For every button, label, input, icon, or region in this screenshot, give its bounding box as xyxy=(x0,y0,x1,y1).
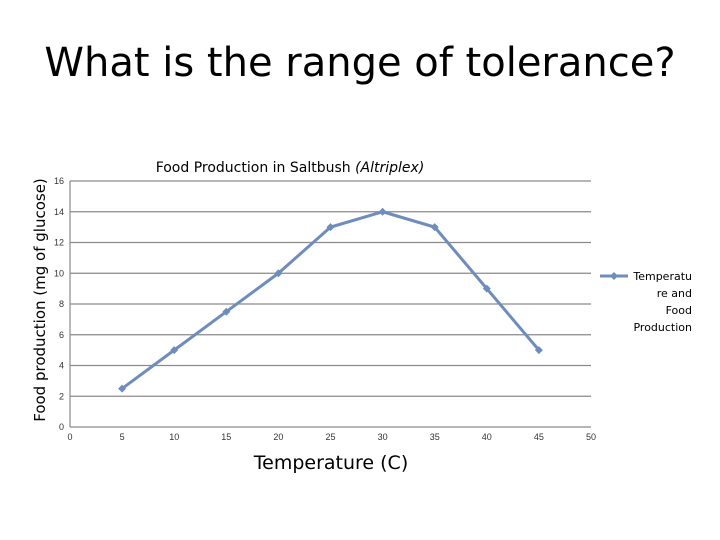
series-group xyxy=(118,207,543,393)
data-point xyxy=(326,223,335,232)
x-tick-label: 45 xyxy=(534,432,544,442)
y-tick-label: 0 xyxy=(59,422,64,432)
x-tick-label: 30 xyxy=(378,432,388,442)
y-tick-label: 10 xyxy=(54,268,64,278)
data-point xyxy=(430,223,439,232)
y-tick-label: 16 xyxy=(54,176,64,186)
y-tick-label: 4 xyxy=(59,361,64,371)
series-line xyxy=(121,210,541,390)
y-tick-labels: 0 2 4 6 8 10 12 14 16 xyxy=(54,176,64,432)
x-tick-label: 5 xyxy=(120,432,125,442)
data-point xyxy=(222,307,231,316)
legend-label: Temperatu xyxy=(632,270,692,283)
y-axis-label: Food production (mg of glucose) xyxy=(31,178,49,422)
y-tick-label: 6 xyxy=(59,330,64,340)
slide-title: What is the range of tolerance? xyxy=(44,40,676,86)
axes xyxy=(69,181,591,428)
y-tick-label: 12 xyxy=(54,238,64,248)
x-tick-label: 25 xyxy=(325,432,335,442)
gridlines xyxy=(70,180,591,397)
x-tick-label: 15 xyxy=(221,432,231,442)
legend-label: Food xyxy=(666,304,692,317)
x-tick-labels: 0 5 10 15 20 25 30 35 40 45 50 xyxy=(67,432,596,442)
x-tick-label: 20 xyxy=(273,432,283,442)
x-tick-label: 50 xyxy=(586,432,596,442)
data-point xyxy=(274,269,283,278)
legend-label: re and xyxy=(657,287,692,300)
legend-label: Production xyxy=(633,321,692,334)
legend-swatch-marker xyxy=(610,272,618,280)
data-point xyxy=(378,207,387,216)
x-tick-label: 35 xyxy=(430,432,440,442)
x-tick-label: 0 xyxy=(67,432,72,442)
x-tick-label: 10 xyxy=(169,432,179,442)
x-axis-label: Temperature (C) xyxy=(253,452,409,474)
data-point xyxy=(534,346,543,355)
x-tick-label: 40 xyxy=(482,432,492,442)
y-tick-label: 8 xyxy=(59,299,64,309)
data-point xyxy=(118,384,127,393)
data-point xyxy=(170,346,179,355)
y-tick-label: 14 xyxy=(54,207,64,217)
y-tick-label: 2 xyxy=(59,391,64,401)
chart-title: Food Production in Saltbush (Altriplex) xyxy=(156,160,425,176)
legend: Temperatu re and Food Production xyxy=(600,270,692,334)
data-point xyxy=(482,284,491,293)
